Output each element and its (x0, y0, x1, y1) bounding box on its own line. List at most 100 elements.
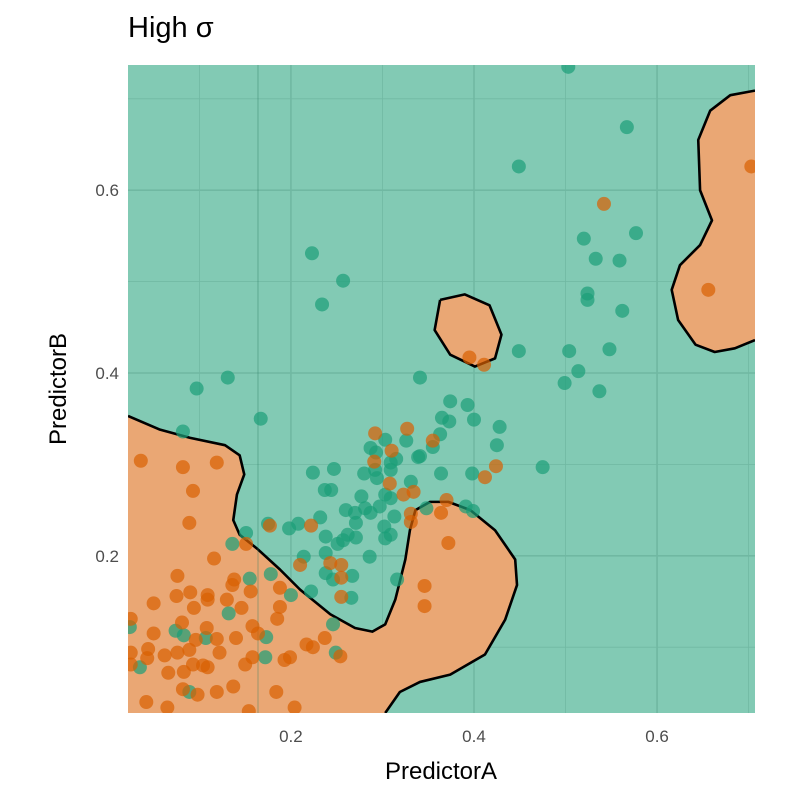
chart-title: High σ (128, 12, 214, 44)
teal-point (411, 450, 426, 465)
teal-point (326, 461, 341, 476)
orange-point (245, 650, 260, 665)
teal-point (571, 364, 586, 379)
teal-point (324, 482, 339, 497)
orange-region (128, 415, 518, 713)
orange-point (190, 687, 205, 702)
orange-point (219, 592, 234, 607)
teal-point (175, 424, 190, 439)
orange-point (243, 584, 258, 599)
orange-point (462, 350, 477, 365)
teal-point (263, 567, 278, 582)
teal-point (466, 412, 481, 427)
orange-point (226, 679, 241, 694)
orange-point (169, 589, 184, 604)
teal-point (615, 303, 630, 318)
orange-point (170, 645, 185, 660)
orange-point (441, 536, 456, 551)
teal-point (465, 466, 480, 481)
orange-point (183, 585, 198, 600)
orange-point (128, 645, 138, 660)
teal-point (619, 120, 634, 135)
x-axis-title: PredictorA (385, 758, 497, 785)
orange-point (212, 645, 227, 660)
orange-point (146, 596, 161, 611)
teal-point (348, 515, 363, 530)
orange-point (334, 557, 349, 572)
orange-point (175, 460, 190, 475)
orange-point (239, 536, 254, 551)
orange-region (434, 294, 502, 367)
teal-point (629, 226, 644, 241)
teal-point (378, 432, 393, 447)
teal-point (304, 584, 319, 599)
teal-point (189, 381, 204, 396)
orange-point (272, 580, 287, 595)
y-axis-ticks: 0.2 0.4 0.6 (95, 181, 119, 566)
teal-point (253, 411, 268, 426)
orange-point (382, 476, 397, 491)
orange-point (425, 433, 440, 448)
orange-point (209, 684, 224, 699)
orange-point (140, 651, 155, 666)
orange-point (283, 650, 298, 665)
orange-point (305, 640, 320, 655)
teal-point (511, 159, 526, 174)
teal-point (562, 344, 577, 359)
orange-point (334, 589, 349, 604)
orange-point (744, 159, 755, 174)
teal-point (313, 510, 328, 525)
teal-point (348, 505, 363, 520)
teal-point (511, 344, 526, 359)
orange-point (477, 357, 492, 372)
orange-point (161, 665, 176, 680)
orange-point (241, 704, 256, 713)
orange-point (439, 493, 454, 508)
y-axis-title: PredictorB (45, 333, 72, 445)
teal-point (242, 571, 257, 586)
teal-point (357, 466, 372, 481)
data-points (128, 65, 755, 713)
orange-point (175, 682, 190, 697)
orange-point (701, 282, 716, 297)
decision-boundary (128, 414, 519, 713)
teal-point (330, 536, 345, 551)
teal-point (345, 568, 360, 583)
teal-point (466, 504, 481, 519)
orange-point (293, 557, 308, 572)
teal-point (315, 297, 330, 312)
teal-point (561, 65, 576, 74)
orange-point (225, 578, 240, 593)
teal-point (239, 525, 254, 540)
teal-point (489, 438, 504, 453)
orange-point (200, 592, 215, 607)
orange-point (139, 695, 154, 710)
orange-point (160, 700, 175, 713)
orange-point (146, 626, 161, 641)
y-tick-label: 0.4 (95, 364, 119, 383)
orange-point (185, 483, 200, 498)
teal-point (354, 489, 369, 504)
teal-point (221, 606, 236, 621)
y-tick-label: 0.2 (95, 547, 119, 566)
teal-point (602, 342, 617, 357)
orange-point (234, 600, 249, 615)
teal-point (535, 460, 550, 475)
teal-point (399, 433, 414, 448)
teal-point (383, 491, 398, 506)
orange-point (182, 642, 197, 657)
decision-regions (128, 65, 755, 713)
orange-point (367, 454, 382, 469)
teal-point (336, 273, 351, 288)
teal-point (442, 414, 457, 429)
orange-point (334, 570, 349, 585)
orange-point (403, 514, 418, 529)
teal-point (344, 590, 359, 605)
teal-point (225, 536, 240, 551)
x-tick-label: 0.6 (645, 727, 669, 746)
teal-point (220, 370, 235, 385)
orange-point (272, 599, 287, 614)
teal-point (383, 462, 398, 477)
teal-point (369, 471, 384, 486)
orange-point (157, 648, 172, 663)
